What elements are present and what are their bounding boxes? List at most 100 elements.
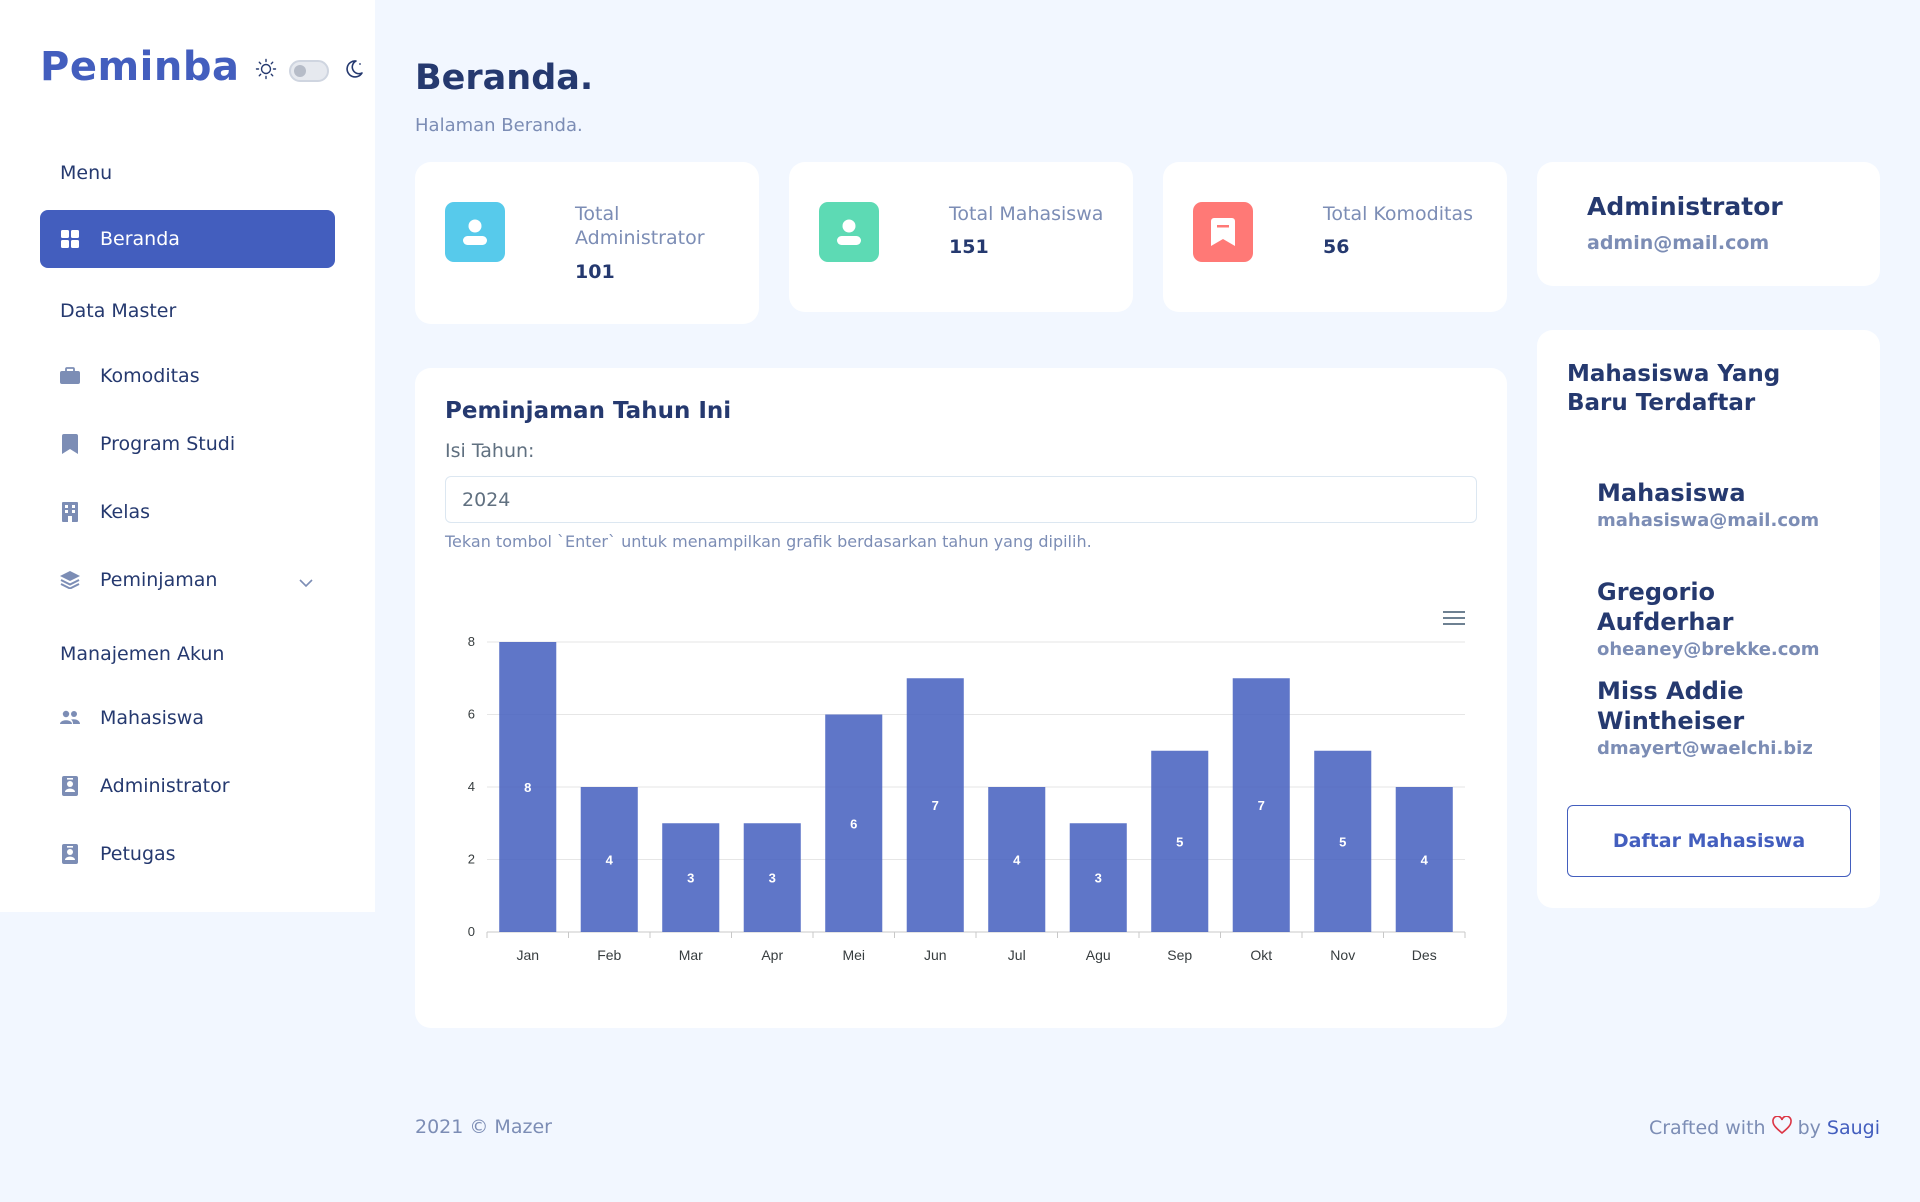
person-badge-icon [60, 776, 80, 796]
briefcase-icon [60, 366, 80, 386]
y-tick-label: 6 [468, 707, 475, 722]
sidebar: Peminba Menu Beranda Data Master Komodit… [0, 0, 375, 912]
data-label: 8 [524, 780, 531, 795]
theme-toggle [255, 58, 365, 84]
page-subtitle: Halaman Beranda. [415, 115, 583, 136]
hamburger-menu-icon[interactable] [1443, 611, 1465, 627]
x-tick-label: Jul [1008, 947, 1026, 963]
sidebar-item-komoditas[interactable]: Komoditas [40, 347, 335, 405]
student-email: mahasiswa@mail.com [1597, 510, 1820, 531]
sidebar-item-mahasiswa[interactable]: Mahasiswa [40, 689, 335, 747]
heart-icon [1771, 1115, 1792, 1139]
person-badge-icon [60, 844, 80, 864]
sidebar-item-peminjaman[interactable]: Peminjaman [40, 551, 335, 609]
year-input[interactable] [445, 476, 1477, 523]
recent-title: Mahasiswa Yang Baru Terdaftar [1567, 361, 1781, 416]
stat-value: 56 [1323, 236, 1350, 258]
menu-section-title: Menu [60, 162, 113, 184]
data-label: 4 [606, 853, 614, 868]
chart-bar [1395, 787, 1453, 932]
stat-card-komoditas: Total Komoditas 56 [1163, 162, 1507, 312]
sidebar-item-program-studi[interactable]: Program Studi [40, 415, 335, 473]
daftar-mahasiswa-button[interactable]: Daftar Mahasiswa [1567, 805, 1851, 877]
profile-card[interactable]: Administrator admin@mail.com [1537, 162, 1880, 286]
person-icon [819, 202, 879, 262]
stat-value: 151 [949, 236, 989, 258]
sidebar-item-kelas[interactable]: Kelas [40, 483, 335, 541]
footer-crafted: Crafted with [1648, 1116, 1766, 1139]
recent-students-card: Mahasiswa Yang Baru Terdaftar Mahasiswa … [1537, 330, 1880, 908]
data-label: 3 [687, 871, 694, 886]
data-label: 3 [1095, 871, 1102, 886]
y-tick-label: 8 [468, 634, 475, 649]
x-tick-label: Apr [761, 947, 783, 963]
x-tick-label: Jan [516, 947, 539, 963]
student-name: Miss Addie Wintheiser [1597, 677, 1745, 735]
chart-bar [1232, 678, 1290, 932]
chart-bar [1069, 823, 1127, 932]
bar-chart: 0 2 4 6 8 8 Jan 4 Feb 3 Mar 3 Apr 6 Mei 7 Jun 4 Jul 3 Agu 5 Se… [468, 634, 1466, 963]
sidebar-item-label: Beranda [100, 228, 180, 250]
data-master-section-title: Data Master [60, 300, 177, 322]
sidebar-item-beranda[interactable]: Beranda [40, 210, 335, 268]
chart-bar [1314, 750, 1372, 932]
x-tick-label: Mar [679, 947, 703, 963]
data-label: 5 [1176, 834, 1183, 849]
grid-icon [60, 229, 80, 249]
help-text: Tekan tombol `Enter` untuk menampilkan g… [445, 532, 1092, 551]
brand-logo[interactable]: Peminba [40, 44, 240, 90]
chart-bar [662, 823, 720, 932]
footer-copyright: 2021 © Mazer [415, 1116, 552, 1138]
stat-card-mahasiswa: Total Mahasiswa 151 [789, 162, 1133, 312]
bookmark-icon [60, 434, 80, 454]
stat-card-administrator: Total Administrator 101 [415, 162, 759, 324]
x-tick-label: Sep [1167, 947, 1192, 963]
data-label: 7 [932, 798, 939, 813]
stat-label: Total Mahasiswa [949, 203, 1104, 225]
chart-bar [825, 714, 883, 932]
chart-bar [743, 823, 801, 932]
sidebar-item-label: Mahasiswa [100, 707, 204, 729]
student-name: Gregorio Aufderhar [1597, 578, 1734, 636]
manajemen-akun-section-title: Manajemen Akun [60, 643, 225, 665]
profile-name: Administrator [1587, 192, 1783, 221]
data-label: 3 [769, 871, 776, 886]
student-name: Mahasiswa [1597, 479, 1746, 507]
y-tick-label: 4 [468, 779, 475, 794]
x-tick-label: Feb [597, 947, 621, 963]
people-icon [60, 708, 80, 728]
profile-email: admin@mail.com [1587, 232, 1770, 254]
chart-bar [580, 787, 638, 932]
footer-by: by [1797, 1116, 1821, 1139]
sidebar-item-label: Administrator [100, 775, 230, 797]
layers-icon [60, 570, 80, 590]
chart-card: Peminjaman Tahun Ini Isi Tahun: Tekan to… [415, 368, 1507, 1028]
x-tick-label: Agu [1086, 947, 1111, 963]
sidebar-item-petugas[interactable]: Petugas [40, 825, 335, 883]
building-icon [60, 502, 80, 522]
chart-bar [499, 642, 557, 932]
dark-mode-toggle[interactable] [289, 60, 330, 82]
recent-student-item[interactable]: Miss Addie Wintheiser dmayert@waelchi.bi… [1597, 676, 1857, 759]
sun-icon [255, 58, 277, 84]
recent-student-item[interactable]: Gregorio Aufderhar oheaney@brekke.com [1597, 577, 1857, 660]
y-tick-label: 0 [468, 924, 475, 939]
recent-student-item[interactable]: Mahasiswa mahasiswa@mail.com [1597, 478, 1857, 531]
footer-credits: Crafted with by Saugi [1648, 1115, 1880, 1139]
sidebar-item-label: Peminjaman [100, 569, 218, 591]
data-label: 4 [1013, 853, 1021, 868]
student-email: oheaney@brekke.com [1597, 639, 1820, 660]
footer-author-link[interactable]: Saugi [1826, 1116, 1880, 1139]
data-label: 4 [1421, 853, 1429, 868]
chart-title: Peminjaman Tahun Ini [445, 398, 732, 424]
bookmark-icon [1193, 202, 1253, 262]
sidebar-item-administrator[interactable]: Administrator [40, 757, 335, 815]
person-icon [445, 202, 505, 262]
x-tick-label: Nov [1330, 947, 1355, 963]
stat-label: Total Administrator [575, 203, 705, 249]
page-title: Beranda. [415, 58, 594, 98]
stat-label: Total Komoditas [1323, 203, 1474, 225]
chart-bar [1151, 750, 1209, 932]
x-tick-label: Des [1412, 947, 1437, 963]
sidebar-item-label: Program Studi [100, 433, 236, 455]
